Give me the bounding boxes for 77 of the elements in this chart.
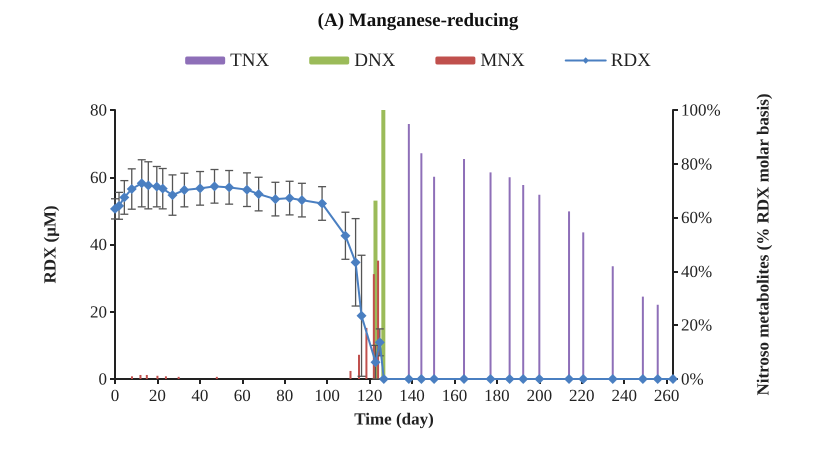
point	[179, 185, 190, 196]
x-tick-label: 220	[569, 386, 595, 405]
point	[504, 374, 515, 384]
x-tick-label: 140	[399, 386, 425, 405]
point	[136, 178, 147, 188]
point	[158, 184, 168, 194]
y-tick-label: 60	[90, 168, 107, 187]
x-tick-label: 180	[484, 386, 510, 405]
x-tick-label: 20	[148, 386, 166, 405]
x-tick-label: 200	[526, 386, 552, 405]
point	[608, 374, 618, 384]
x-axis-title: Time (day)	[354, 410, 434, 428]
y-axis-title: RDX (μM)	[40, 205, 60, 284]
bar	[130, 376, 133, 379]
point	[370, 357, 381, 368]
point	[126, 184, 137, 194]
point	[254, 189, 264, 200]
bar	[164, 376, 167, 379]
point	[224, 182, 234, 192]
point	[167, 190, 178, 200]
point	[340, 230, 350, 241]
point	[518, 374, 528, 384]
y2-tick-label: 20%	[681, 316, 712, 335]
point	[374, 337, 385, 348]
point	[652, 374, 663, 384]
point	[114, 200, 124, 211]
point	[578, 374, 588, 384]
y-tick-label: 40	[90, 235, 107, 254]
point	[564, 374, 574, 384]
x-tick-label: 60	[234, 386, 251, 405]
point	[270, 194, 280, 204]
point	[416, 374, 426, 384]
bar	[156, 376, 158, 379]
y2-tick-label: 0%	[681, 370, 704, 388]
bar	[350, 370, 352, 379]
bar	[358, 354, 360, 379]
bar	[381, 110, 386, 379]
bar	[139, 374, 142, 379]
y2-tick-label: 80%	[681, 154, 712, 174]
y2-tick-label: 100%	[681, 100, 721, 120]
x-tick-label: 40	[191, 386, 208, 405]
legend-label: DNX	[354, 50, 396, 71]
point	[486, 374, 496, 384]
point	[317, 198, 328, 208]
point	[119, 192, 130, 202]
point	[378, 374, 389, 384]
point	[195, 183, 206, 194]
bar	[146, 374, 148, 379]
chart-title: (A) Manganese-reducing	[318, 10, 519, 31]
point	[404, 374, 414, 384]
x-tick-label: 0	[110, 386, 120, 405]
x-tick-label: 160	[442, 386, 468, 405]
point	[356, 310, 367, 321]
y-tick-label: 80	[90, 100, 107, 120]
x-tick-label: 260	[654, 386, 680, 405]
point	[210, 181, 220, 192]
y2-tick-label: 60%	[681, 208, 712, 228]
y-tick-label: 20	[90, 302, 107, 322]
point	[296, 195, 307, 206]
point	[143, 180, 154, 190]
point	[284, 193, 295, 204]
legend-label: RDX	[610, 50, 652, 71]
x-tick-label: 240	[611, 386, 637, 405]
y2-tick-label: 40%	[681, 262, 712, 281]
y2-axis-title: Nitroso metabolites (% RDX molar basis)	[754, 93, 772, 396]
x-tick-label: 120	[356, 386, 382, 405]
legend-label: TNX	[230, 50, 270, 71]
point	[242, 184, 252, 195]
x-tick-label: 80	[276, 386, 294, 405]
y-tick-label: 0	[98, 370, 107, 388]
point	[350, 257, 361, 268]
x-tick-label: 100	[314, 386, 340, 405]
point	[534, 374, 544, 384]
legend-label: MNX	[480, 50, 525, 71]
point	[638, 374, 648, 384]
point	[459, 374, 470, 384]
point	[429, 374, 440, 384]
